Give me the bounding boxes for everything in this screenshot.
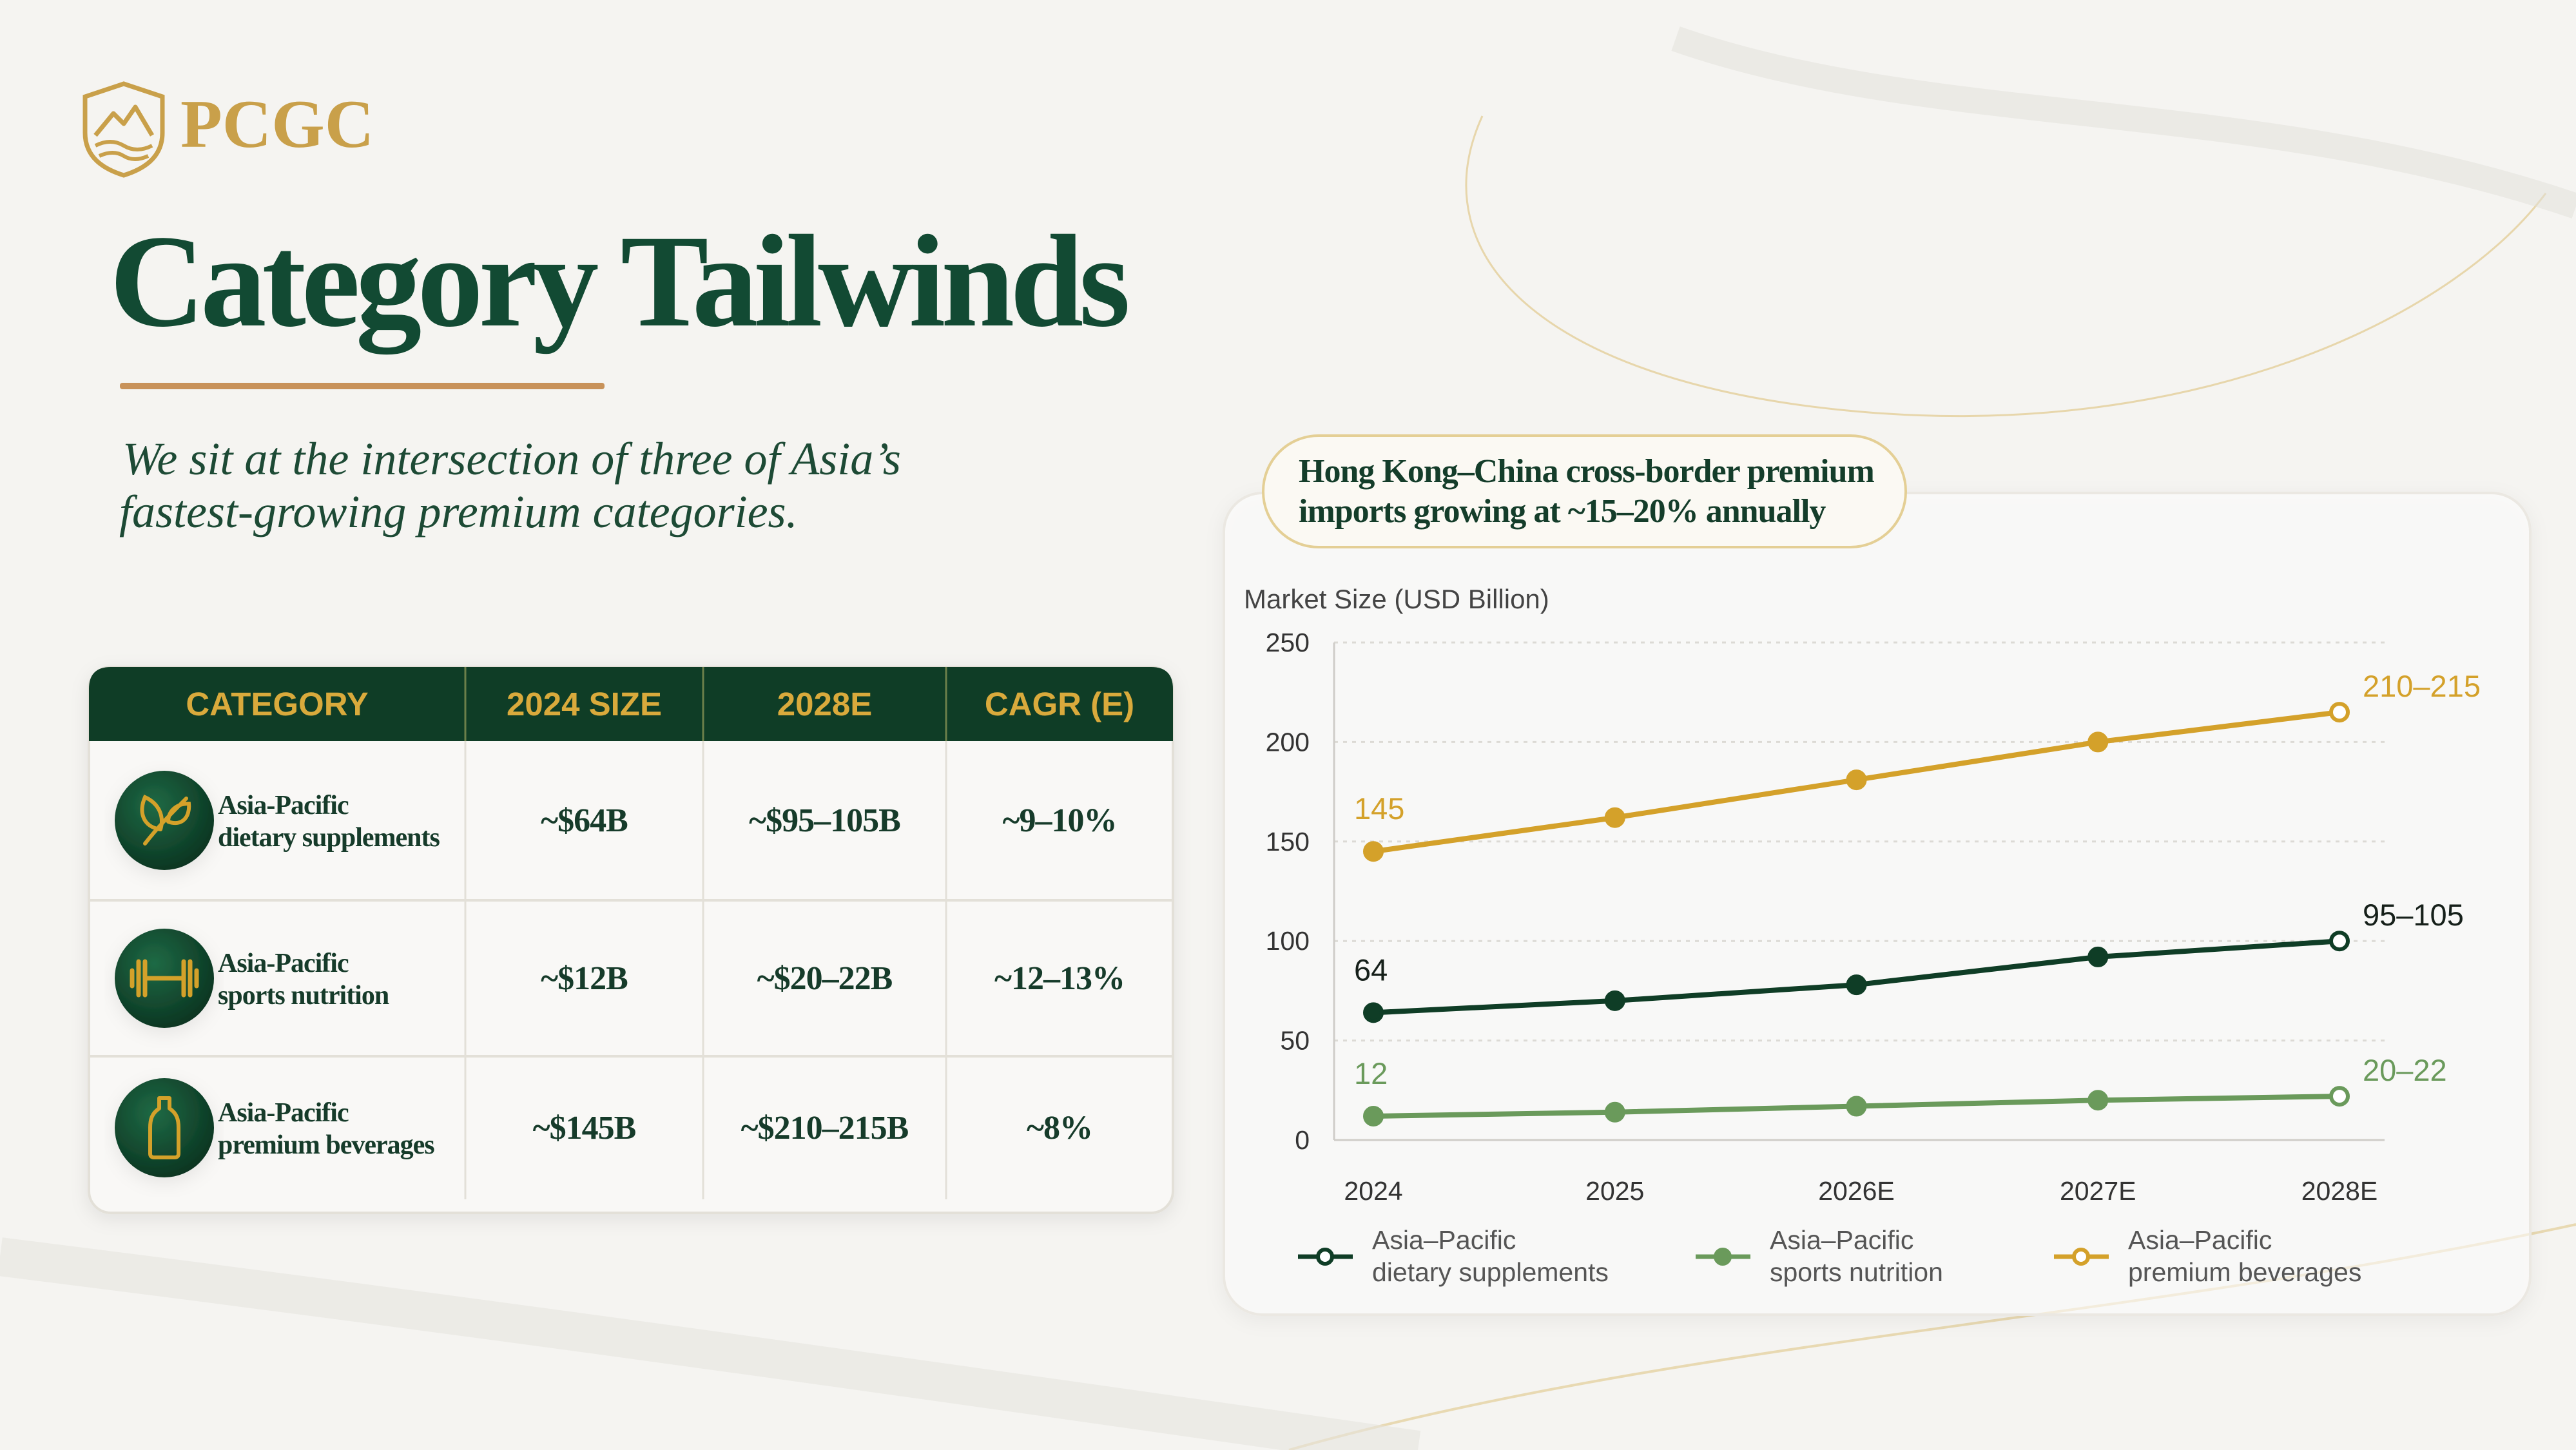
data-label: 64 <box>1354 952 1388 987</box>
data-label: 12 <box>1354 1056 1388 1090</box>
table: CATEGORY 2024 SIZE 2028E CAGR (E) Asia-Pacif… <box>89 667 1173 1199</box>
legend-swatch-marker <box>1714 1248 1732 1266</box>
page-title: Category Tailwinds <box>110 208 1127 354</box>
y-tick-label: 50 <box>1280 1026 1310 1056</box>
legend-swatch-marker <box>1316 1248 1334 1266</box>
data-point <box>2087 731 2109 753</box>
table-header-cell: 2028E <box>777 686 872 722</box>
y-tick-label: 0 <box>1295 1125 1310 1155</box>
data-point <box>1846 1096 1867 1117</box>
data-point <box>1363 841 1384 862</box>
table-cell: ~$95–105B <box>749 802 900 839</box>
data-point <box>1604 807 1625 828</box>
icon-leaf <box>115 771 214 870</box>
data-point <box>2329 1086 2350 1107</box>
subtitle-line: fastest-growing premium categories. <box>119 486 798 537</box>
y-axis-label: Market Size (USD Billion) <box>1244 584 1549 614</box>
icon-dumbbell <box>115 929 214 1028</box>
table-category-cell: Asia-Pacific dietary supplements <box>218 791 440 853</box>
x-tick-label: 2026E <box>1818 1176 1895 1206</box>
table-header-cell: 2024 SIZE <box>507 686 662 722</box>
chart: 0 50 100 150 200 250 2024 2025 2026E 2027E 2028E 64… <box>1266 628 2481 1287</box>
legend-label: Asia–Pacific dietary supplements <box>1372 1225 1609 1287</box>
table-cell: ~$210–215B <box>741 1110 909 1146</box>
data-label: 20–22 <box>2363 1053 2447 1087</box>
logo-mark <box>82 81 165 178</box>
callout-line: imports growing at ~15–20% annually <box>1299 493 1826 530</box>
table-cell: ~$20–22B <box>757 960 893 997</box>
data-point <box>1604 1101 1625 1123</box>
table-header-cell: CAGR (E) <box>985 686 1134 722</box>
decor-curve <box>1671 26 2576 218</box>
legend-label: Asia–Pacific sports nutrition <box>1770 1225 1943 1287</box>
table-cell: ~9–10% <box>1002 802 1116 839</box>
data-point <box>1846 769 1867 791</box>
table-cell: ~$12B <box>541 960 628 997</box>
title-underline <box>120 383 605 389</box>
table-header-cell: CATEGORY <box>186 686 368 722</box>
data-point <box>1604 990 1625 1011</box>
data-point <box>2329 702 2350 723</box>
x-tick-label: 2025 <box>1585 1176 1644 1206</box>
table-header-bg <box>89 667 1173 741</box>
x-tick-label: 2024 <box>1344 1176 1402 1206</box>
callout-pill <box>1262 434 1907 548</box>
data-point <box>2087 946 2109 967</box>
logo-text: PCGC <box>180 86 374 162</box>
data-point <box>2329 931 2350 952</box>
y-tick-label: 200 <box>1266 727 1310 757</box>
data-label: 210–215 <box>2363 669 2481 703</box>
data-label: 95–105 <box>2363 898 2464 932</box>
decor-curve <box>1465 115 2547 418</box>
icon-bottle <box>115 1078 214 1177</box>
table-cell: ~$145B <box>533 1110 636 1146</box>
table-cell: ~$64B <box>541 802 628 839</box>
table-cell: ~12–13% <box>994 960 1125 997</box>
table-category-cell: Asia-Pacific premium beverages <box>218 1098 434 1160</box>
data-point <box>1363 1105 1384 1126</box>
x-tick-label: 2027E <box>2060 1176 2136 1206</box>
table-cell: ~8% <box>1027 1110 1092 1146</box>
table-category-cell: Asia-Pacific sports nutrition <box>218 949 389 1010</box>
subtitle-line: We sit at the intersection of three of A… <box>122 433 901 485</box>
data-point <box>1363 1002 1384 1023</box>
y-tick-label: 250 <box>1266 628 1310 657</box>
legend-label: Asia–Pacific premium beverages <box>2128 1225 2361 1287</box>
data-label: 145 <box>1354 791 1404 826</box>
data-point <box>1846 974 1867 996</box>
y-tick-label: 150 <box>1266 827 1310 856</box>
decor-curve <box>0 1237 1421 1450</box>
x-tick-label: 2028E <box>2301 1176 2378 1206</box>
y-tick-label: 100 <box>1266 926 1310 956</box>
callout-line: Hong Kong–China cross-border premium <box>1299 453 1875 490</box>
data-point <box>2087 1090 2109 1111</box>
legend-swatch-marker <box>2072 1248 2090 1266</box>
